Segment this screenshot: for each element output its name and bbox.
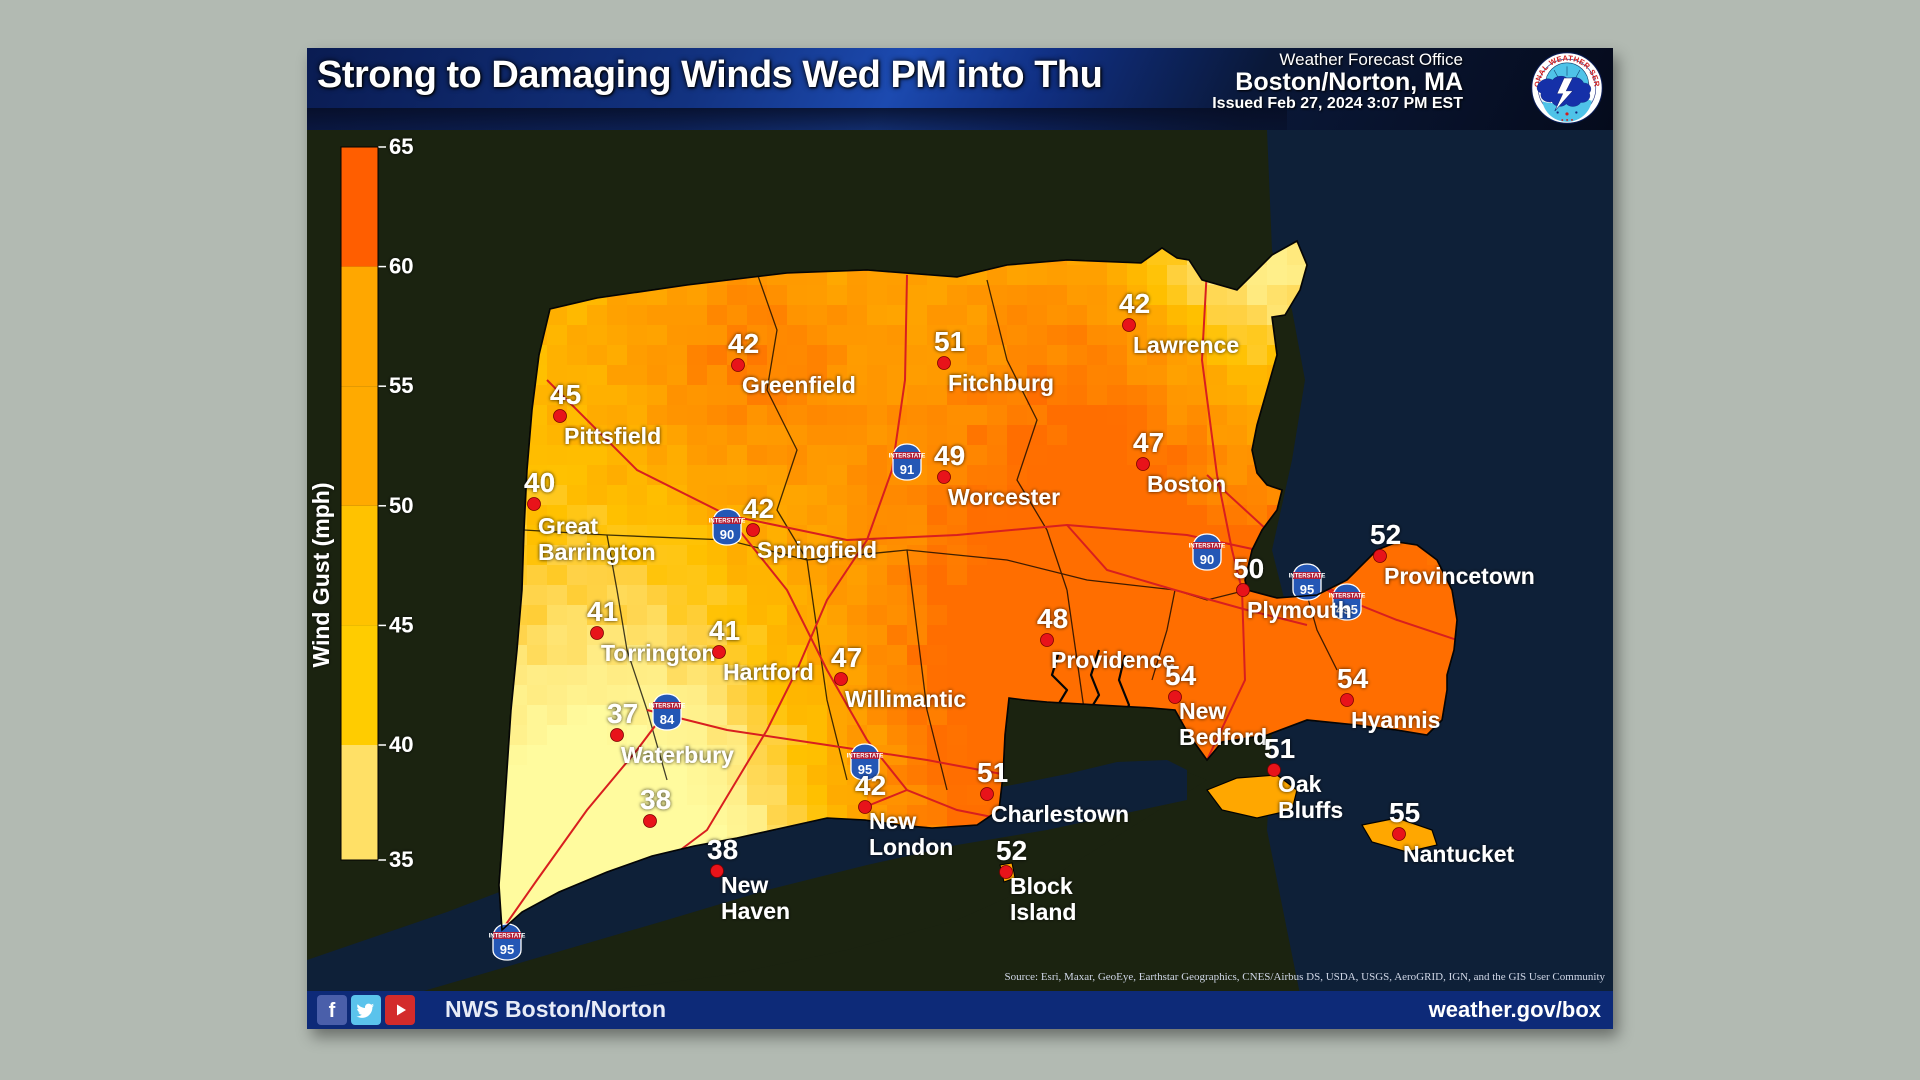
svg-text:Bluffs: Bluffs bbox=[1278, 797, 1343, 823]
svg-text:60: 60 bbox=[389, 254, 413, 279]
svg-text:INTERSTATE: INTERSTATE bbox=[489, 934, 526, 940]
svg-text:New: New bbox=[869, 808, 916, 834]
svg-text:50: 50 bbox=[389, 493, 413, 518]
svg-text:Waterbury: Waterbury bbox=[621, 742, 734, 768]
svg-text:42: 42 bbox=[743, 493, 774, 524]
svg-text:Boston: Boston bbox=[1147, 471, 1226, 497]
svg-text:New: New bbox=[1179, 698, 1226, 724]
svg-text:INTERSTATE: INTERSTATE bbox=[1189, 544, 1226, 550]
svg-text:51: 51 bbox=[1264, 733, 1295, 764]
svg-text:50: 50 bbox=[1233, 553, 1264, 584]
svg-text:45: 45 bbox=[389, 612, 413, 637]
svg-text:Haven: Haven bbox=[721, 898, 790, 924]
svg-text:48: 48 bbox=[1037, 603, 1068, 634]
svg-text:INTERSTATE: INTERSTATE bbox=[649, 704, 686, 710]
svg-text:Barrington: Barrington bbox=[538, 539, 656, 565]
svg-text:Lawrence: Lawrence bbox=[1133, 332, 1239, 358]
svg-text:Torrington: Torrington bbox=[601, 640, 716, 666]
svg-text:49: 49 bbox=[934, 440, 965, 471]
svg-text:84: 84 bbox=[660, 712, 675, 727]
svg-text:35: 35 bbox=[389, 847, 413, 872]
svg-text:52: 52 bbox=[996, 835, 1027, 866]
svg-text:40: 40 bbox=[524, 467, 555, 498]
svg-text:Block: Block bbox=[1010, 873, 1073, 899]
svg-text:Plymouth: Plymouth bbox=[1247, 597, 1352, 623]
svg-text:52: 52 bbox=[1370, 519, 1401, 550]
svg-text:• • •: • • • bbox=[1560, 116, 1574, 124]
svg-text:40: 40 bbox=[389, 732, 413, 757]
svg-text:95: 95 bbox=[500, 942, 514, 957]
svg-text:Provincetown: Provincetown bbox=[1384, 563, 1535, 589]
svg-text:51: 51 bbox=[934, 326, 965, 357]
svg-text:54: 54 bbox=[1165, 660, 1197, 691]
svg-text:Providence: Providence bbox=[1051, 647, 1175, 673]
svg-text:Oak: Oak bbox=[1278, 771, 1322, 797]
svg-text:42: 42 bbox=[855, 770, 886, 801]
svg-text:Nantucket: Nantucket bbox=[1403, 841, 1515, 867]
svg-text:INTERSTATE: INTERSTATE bbox=[1289, 574, 1326, 580]
svg-text:91: 91 bbox=[900, 462, 914, 477]
svg-text:Island: Island bbox=[1010, 899, 1076, 925]
svg-text:Great: Great bbox=[538, 513, 598, 539]
svg-text:54: 54 bbox=[1337, 663, 1369, 694]
svg-text:38: 38 bbox=[640, 784, 671, 815]
svg-text:Willimantic: Willimantic bbox=[845, 686, 966, 712]
svg-text:47: 47 bbox=[1133, 427, 1164, 458]
svg-text:Wind Gust (mph): Wind Gust (mph) bbox=[308, 482, 334, 667]
svg-text:Pittsfield: Pittsfield bbox=[564, 423, 661, 449]
svg-text:37: 37 bbox=[607, 698, 638, 729]
svg-text:Hyannis: Hyannis bbox=[1351, 707, 1440, 733]
svg-text:Greenfield: Greenfield bbox=[742, 372, 856, 398]
svg-text:90: 90 bbox=[720, 527, 734, 542]
svg-text:Bedford: Bedford bbox=[1179, 724, 1267, 750]
svg-text:47: 47 bbox=[831, 642, 862, 673]
svg-text:f: f bbox=[329, 1000, 336, 1022]
svg-text:Springfield: Springfield bbox=[757, 537, 877, 563]
svg-text:Hartford: Hartford bbox=[723, 659, 814, 685]
svg-text:55: 55 bbox=[389, 373, 413, 398]
svg-text:41: 41 bbox=[587, 596, 618, 627]
svg-text:42: 42 bbox=[1119, 288, 1150, 319]
svg-text:45: 45 bbox=[550, 379, 581, 410]
svg-text:Worcester: Worcester bbox=[948, 484, 1060, 510]
svg-text:INTERSTATE: INTERSTATE bbox=[709, 519, 746, 525]
svg-text:Fitchburg: Fitchburg bbox=[948, 370, 1054, 396]
svg-text:London: London bbox=[869, 834, 953, 860]
svg-text:INTERSTATE: INTERSTATE bbox=[889, 454, 926, 460]
svg-text:38: 38 bbox=[707, 834, 738, 865]
svg-text:INTERSTATE: INTERSTATE bbox=[847, 754, 884, 760]
svg-text:65: 65 bbox=[389, 134, 413, 159]
svg-text:42: 42 bbox=[728, 328, 759, 359]
svg-text:41: 41 bbox=[709, 615, 740, 646]
svg-text:90: 90 bbox=[1200, 552, 1214, 567]
svg-text:New: New bbox=[721, 872, 768, 898]
svg-text:55: 55 bbox=[1389, 797, 1420, 828]
svg-text:51: 51 bbox=[977, 757, 1008, 788]
svg-text:Charlestown: Charlestown bbox=[991, 801, 1129, 827]
